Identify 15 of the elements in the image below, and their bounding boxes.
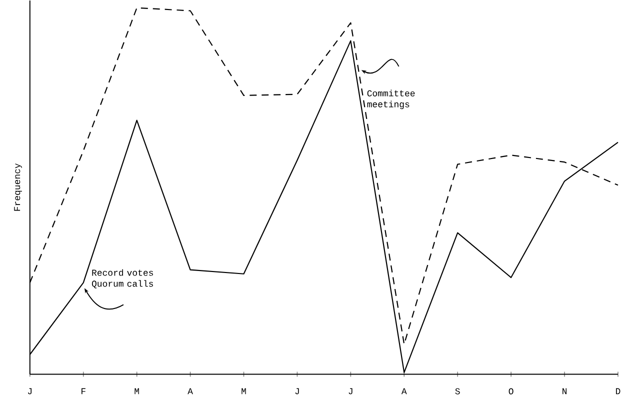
x-tick-label: D [616, 388, 620, 394]
series-label: Record votes Quorum calls [92, 269, 153, 288]
x-tick-label: M [134, 388, 139, 394]
x-tick-label: M [242, 388, 246, 394]
series-label: Committee meetings [367, 90, 415, 110]
x-tick-label: A [188, 388, 193, 394]
x-tick-label: F [82, 388, 86, 394]
y-axis-title: Frequency [14, 163, 22, 211]
x-tick-label: A [401, 388, 407, 394]
x-tick-label: O [508, 388, 514, 394]
x-tick-label: J [295, 388, 299, 394]
x-tick-label: S [455, 388, 460, 394]
x-tick-label: N [562, 388, 567, 394]
x-tick-label: J [348, 388, 352, 394]
x-tick-label: J [28, 388, 32, 394]
